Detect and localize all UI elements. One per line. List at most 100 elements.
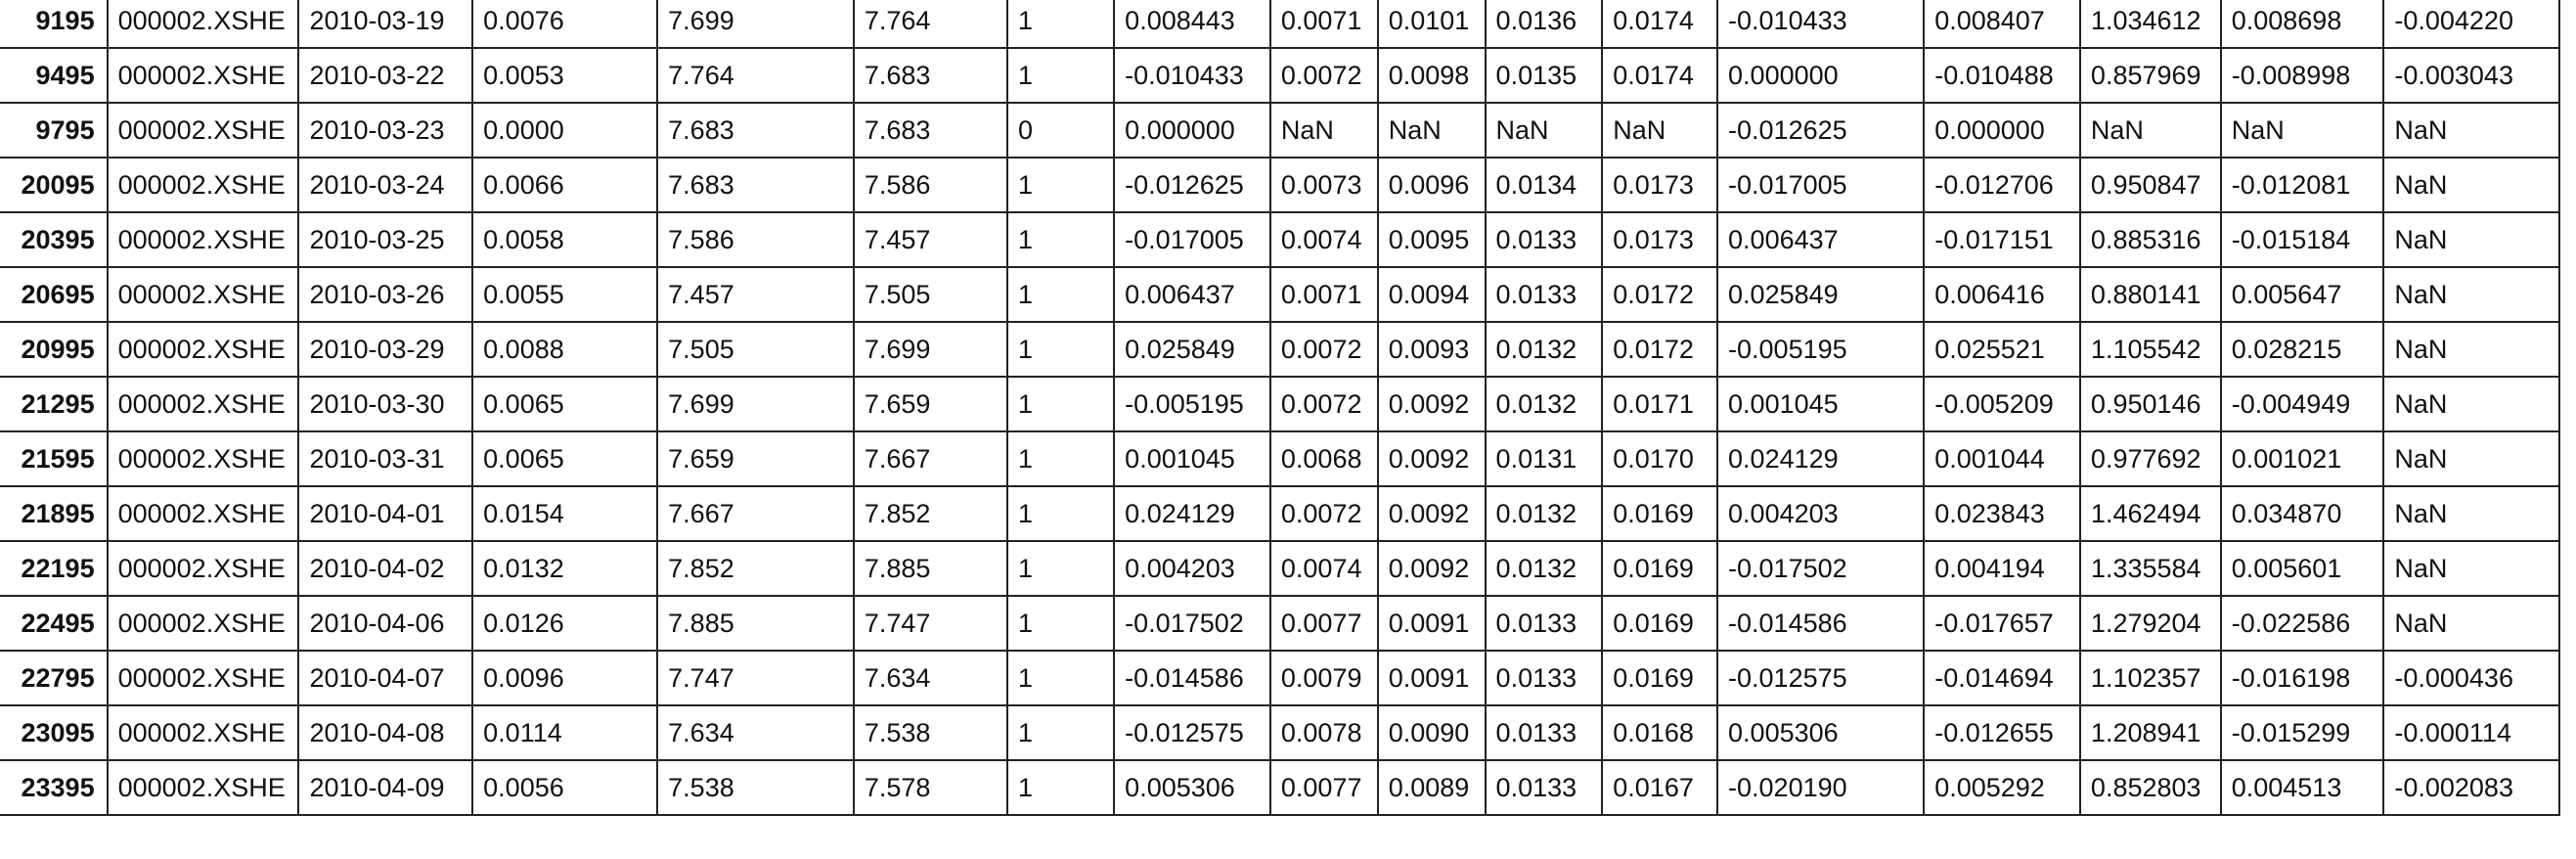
row-index: 20695 [0, 266, 109, 323]
table-cell: -0.003043 [2382, 47, 2560, 104]
table-cell: 000002.XSHE [106, 540, 300, 597]
table-cell: 2010-04-01 [297, 485, 474, 542]
table-cell: 7.885 [656, 595, 855, 652]
table-cell: 0.0095 [1376, 211, 1487, 268]
table-cell: 7.578 [852, 759, 1009, 816]
table-cell: 0.0094 [1376, 266, 1487, 323]
row-index: 20995 [0, 321, 109, 378]
table-cell: 000002.XSHE [106, 0, 300, 49]
row-index: 21895 [0, 485, 109, 542]
table-cell: 0.0132 [1484, 485, 1604, 542]
table-row: 23395 000002.XSHE 2010-04-09 0.0056 7.538 7.5… [0, 759, 2560, 816]
table-cell: 000002.XSHE [106, 321, 300, 378]
table-cell: 0.0132 [471, 540, 659, 597]
table-row: 20695 000002.XSHE 2010-03-26 0.0055 7.457 7.5… [0, 266, 2560, 323]
table-cell: 0.0173 [1601, 157, 1719, 213]
table-cell: 0.025849 [1113, 321, 1271, 378]
table-cell: -0.014694 [1923, 650, 2081, 706]
table-cell: 000002.XSHE [106, 376, 300, 432]
table-cell: 1.462494 [2078, 485, 2222, 542]
table-cell: -0.014586 [1113, 650, 1271, 706]
table-row: 22195 000002.XSHE 2010-04-02 0.0132 7.852 7.8… [0, 540, 2560, 597]
table-row: 9495 000002.XSHE 2010-03-22 0.0053 7.764 7.68… [0, 47, 2560, 104]
table-cell: 0.025521 [1923, 321, 2081, 378]
table-cell: -0.017502 [1716, 540, 1926, 597]
row-index: 9795 [0, 102, 109, 158]
table-cell: NaN [2382, 157, 2560, 213]
table-cell: 7.699 [852, 321, 1009, 378]
table-cell: -0.000114 [2382, 704, 2560, 761]
table-cell: 1.279204 [2078, 595, 2222, 652]
table-cell: -0.020190 [1716, 759, 1926, 816]
table-cell: 0.0065 [471, 430, 659, 487]
row-index: 20395 [0, 211, 109, 268]
table-cell: 0.0091 [1376, 650, 1487, 706]
table-cell: 0.0077 [1268, 595, 1379, 652]
table-cell: 1 [1006, 650, 1116, 706]
table-cell: 0.0092 [1376, 430, 1487, 487]
table-cell: 0.004513 [2219, 759, 2385, 816]
table-cell: -0.010433 [1716, 0, 1926, 49]
table-cell: 0.0092 [1376, 485, 1487, 542]
table-cell: 0.006437 [1113, 266, 1271, 323]
table-cell: 0.0126 [471, 595, 659, 652]
table-cell: 000002.XSHE [106, 47, 300, 104]
table-cell: 1 [1006, 47, 1116, 104]
table-cell: 0.0132 [1484, 376, 1604, 432]
table-cell: 0.880141 [2078, 266, 2222, 323]
table-cell: 7.505 [656, 321, 855, 378]
table-cell: 0.0114 [471, 704, 659, 761]
table-cell: 0.0058 [471, 211, 659, 268]
table-cell: 0.0173 [1601, 211, 1719, 268]
table-cell: 1.208941 [2078, 704, 2222, 761]
table-cell: 0.977692 [2078, 430, 2222, 487]
table-cell: 0.0077 [1268, 759, 1379, 816]
table-cell: 0.0073 [1268, 157, 1379, 213]
table-cell: NaN [2382, 430, 2560, 487]
table-cell: -0.012575 [1716, 650, 1926, 706]
table-cell: -0.016198 [2219, 650, 2385, 706]
table-row: 9795 000002.XSHE 2010-03-23 0.0000 7.683 7.68… [0, 102, 2560, 158]
table-cell: 1 [1006, 485, 1116, 542]
table-cell: 7.747 [852, 595, 1009, 652]
table-cell: 7.659 [852, 376, 1009, 432]
table-cell: 0.885316 [2078, 211, 2222, 268]
row-index: 23395 [0, 759, 109, 816]
table-cell: 2010-03-26 [297, 266, 474, 323]
table-cell: 0.0167 [1601, 759, 1719, 816]
table-cell: 0.0056 [471, 759, 659, 816]
table-cell: NaN [2078, 102, 2222, 158]
table-cell: 0.001045 [1113, 430, 1271, 487]
table-cell: 7.699 [656, 0, 855, 49]
table-cell: 0.0089 [1376, 759, 1487, 816]
table-cell: 1.105542 [2078, 321, 2222, 378]
table-cell: 000002.XSHE [106, 650, 300, 706]
table-cell: 0.0096 [471, 650, 659, 706]
table-cell: 0.0154 [471, 485, 659, 542]
table-cell: 7.747 [656, 650, 855, 706]
table-cell: -0.022586 [2219, 595, 2385, 652]
table-cell: 0.008407 [1923, 0, 2081, 49]
table-cell: 1 [1006, 759, 1116, 816]
table-cell: NaN [2382, 321, 2560, 378]
table-cell: 7.457 [852, 211, 1009, 268]
table-cell: 0.0169 [1601, 485, 1719, 542]
table-cell: -0.014586 [1716, 595, 1926, 652]
table-row: 9195 000002.XSHE 2010-03-19 0.0076 7.699 7.76… [0, 0, 2560, 49]
table-cell: 0.0079 [1268, 650, 1379, 706]
table-cell: 2010-04-06 [297, 595, 474, 652]
table-cell: 7.683 [656, 157, 855, 213]
table-cell: 7.852 [852, 485, 1009, 542]
table-cell: 7.683 [852, 47, 1009, 104]
table-cell: 0.0088 [471, 321, 659, 378]
table-cell: 0 [1006, 102, 1116, 158]
table-cell: 0.006437 [1716, 211, 1926, 268]
table-row: 21895 000002.XSHE 2010-04-01 0.0154 7.667 7.8… [0, 485, 2560, 542]
table-cell: 0.0072 [1268, 485, 1379, 542]
table-cell: 0.004203 [1113, 540, 1271, 597]
table-cell: 2010-03-30 [297, 376, 474, 432]
table-cell: 0.0090 [1376, 704, 1487, 761]
table-cell: 0.950146 [2078, 376, 2222, 432]
table-cell: 2010-03-23 [297, 102, 474, 158]
table-cell: 000002.XSHE [106, 430, 300, 487]
